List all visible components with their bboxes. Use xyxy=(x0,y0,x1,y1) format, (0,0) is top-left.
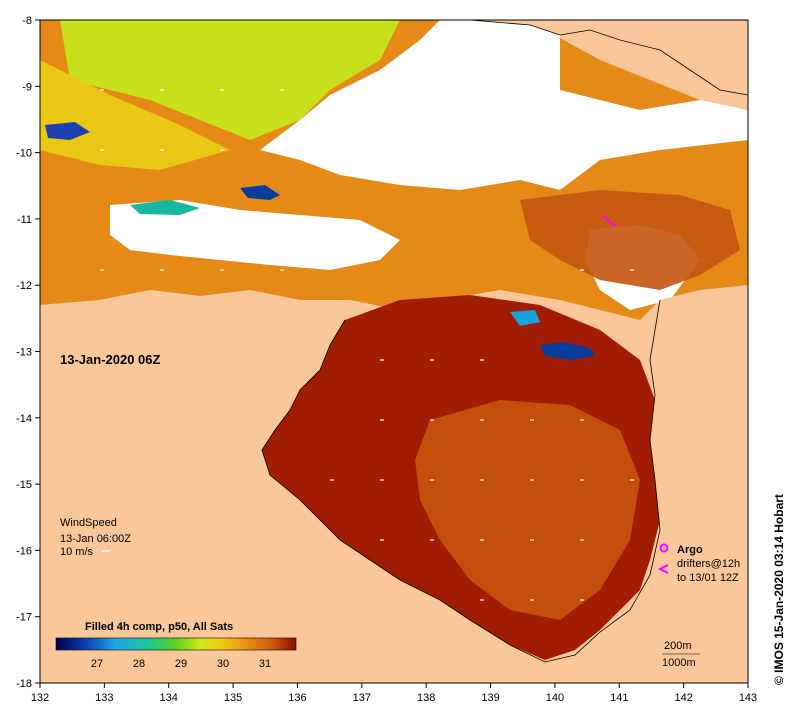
lon-tick-label: 138 xyxy=(417,692,435,704)
lon-tick-label: 136 xyxy=(288,692,306,704)
map-plot-area xyxy=(40,20,748,683)
lat-tick-label: -18 xyxy=(16,678,32,690)
wind-title: WindSpeed xyxy=(60,517,117,529)
credit-text: © IMOS 15-Jan-2020 03:14 Hobart xyxy=(772,494,786,685)
lon-tick-label: 133 xyxy=(95,692,113,704)
colorbar-title: Filled 4h comp, p50, All Sats xyxy=(85,621,233,633)
argo-label: Argo xyxy=(677,544,703,556)
argo-icon xyxy=(659,543,669,553)
colorbar-tick-label: 29 xyxy=(175,658,187,670)
cold-streak-5 xyxy=(45,122,90,140)
cold-streak-4 xyxy=(130,200,200,215)
lat-tick-label: -17 xyxy=(16,612,32,624)
cape-york-land xyxy=(560,285,748,683)
gulf-east-warm xyxy=(520,190,740,290)
longitude-axis: 132 133 134 135 136 137 138 139 140 141 142 143 xyxy=(31,683,757,704)
png-coastline xyxy=(469,20,748,96)
cool-water-nw-2 xyxy=(40,60,230,170)
lon-tick-label: 142 xyxy=(674,692,692,704)
lat-tick-label: -10 xyxy=(16,148,32,160)
gulf-warm-interior xyxy=(415,400,640,620)
colorbar-tick-label: 27 xyxy=(91,658,103,670)
contour-1000-label: 1000m xyxy=(662,657,696,669)
cold-streak-1 xyxy=(540,342,595,360)
lon-tick-label: 141 xyxy=(610,692,628,704)
wind-time: 13-Jan 06:00Z xyxy=(60,533,131,545)
lat-tick-label: -8 xyxy=(22,15,32,27)
gulf-coastline xyxy=(261,299,661,663)
cool-water-nw xyxy=(60,20,400,140)
colorbar-ticks: 27 28 29 30 31 xyxy=(91,658,271,670)
wind-vectors xyxy=(100,89,634,601)
lon-tick-label: 139 xyxy=(481,692,499,704)
lon-tick-label: 137 xyxy=(353,692,371,704)
lat-tick-label: -9 xyxy=(22,81,32,93)
lat-tick-label: -14 xyxy=(16,413,32,425)
cloud-region-west xyxy=(110,200,400,270)
drifters-to-label: to 13/01 12Z xyxy=(677,572,739,584)
colorbar xyxy=(55,637,297,651)
date-label: 13-Jan-2020 06Z xyxy=(60,352,161,367)
lat-tick-label: -13 xyxy=(16,347,32,359)
arnhem-land xyxy=(40,290,560,683)
drifters-label: drifters@12h xyxy=(677,558,740,570)
cloud-region-north xyxy=(260,20,748,190)
lat-tick-label: -15 xyxy=(16,479,32,491)
lon-tick-label: 143 xyxy=(739,692,757,704)
png-land xyxy=(470,20,748,95)
lon-tick-label: 140 xyxy=(546,692,564,704)
colorbar-tick-label: 30 xyxy=(217,658,229,670)
drifter-track xyxy=(601,214,617,227)
lon-tick-label: 135 xyxy=(224,692,242,704)
latitude-axis: -8 -9 -10 -11 -12 -13 -14 -15 -16 -17 -18 xyxy=(16,15,40,690)
lat-tick-label: -16 xyxy=(16,545,32,557)
wind-scale: 10 m/s xyxy=(60,546,94,558)
lon-tick-label: 134 xyxy=(160,692,178,704)
cold-streak-3 xyxy=(240,185,280,200)
lon-tick-label: 132 xyxy=(31,692,49,704)
colorbar-tick-label: 28 xyxy=(133,658,145,670)
lat-tick-label: -11 xyxy=(17,214,32,226)
lat-tick-label: -12 xyxy=(16,280,32,292)
drifter-icon xyxy=(657,564,669,574)
colorbar-tick-label: 31 xyxy=(259,658,271,670)
cold-streak-2 xyxy=(510,310,540,326)
contour-200-label: 200m xyxy=(664,640,692,652)
